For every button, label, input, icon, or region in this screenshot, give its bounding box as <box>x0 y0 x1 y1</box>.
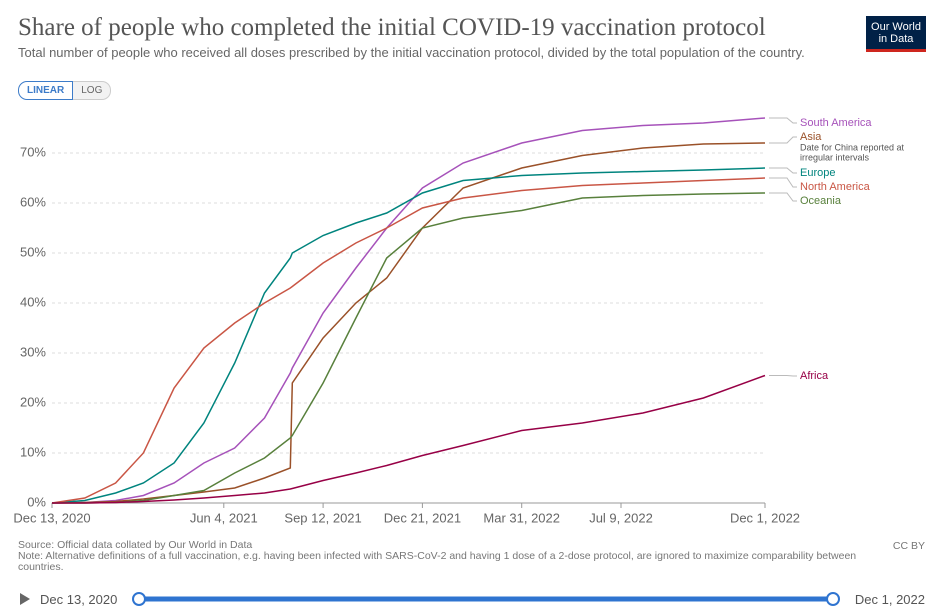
x-tick-label: Sep 12, 2021 <box>284 510 361 525</box>
timeline-start: Dec 13, 2020 <box>40 592 118 607</box>
timeline-handle[interactable] <box>132 592 146 606</box>
play-button[interactable] <box>20 593 30 605</box>
series-label[interactable]: North America <box>800 181 871 193</box>
x-tick-label: Dec 13, 2020 <box>13 510 90 525</box>
note: Note: Alternative definitions of a full … <box>18 550 857 573</box>
label-leader <box>769 167 797 174</box>
license[interactable]: CC BY <box>892 540 925 552</box>
label-leader <box>769 192 797 202</box>
label-leader <box>769 117 797 124</box>
series-label[interactable]: South America <box>800 117 872 129</box>
series-annotation: irregular intervals <box>800 152 870 162</box>
chart-subtitle: Total number of people who received all … <box>18 45 805 60</box>
series-label[interactable]: Africa <box>800 370 829 382</box>
series-label[interactable]: Oceania <box>800 195 842 207</box>
y-tick-label: 10% <box>20 444 46 459</box>
y-tick-label: 60% <box>20 194 46 209</box>
y-tick-label: 40% <box>20 294 46 309</box>
series-label[interactable]: Asia <box>800 131 822 143</box>
linear-button[interactable]: LINEAR <box>18 81 74 100</box>
y-tick-label: 30% <box>20 344 46 359</box>
timeline-end: Dec 1, 2022 <box>854 592 925 607</box>
x-tick-label: Jul 9, 2022 <box>589 510 653 525</box>
source: Source: Official data collated by Our Wo… <box>18 539 253 551</box>
y-tick-label: 20% <box>20 394 46 409</box>
x-tick-label: Dec 1, 2022 <box>730 510 800 525</box>
x-tick-label: Mar 31, 2022 <box>483 510 560 525</box>
series-line <box>51 142 766 504</box>
logo[interactable]: Our World in Data <box>866 16 926 52</box>
label-leader <box>769 375 797 377</box>
series-line <box>51 177 766 504</box>
y-tick-label: 50% <box>20 244 46 259</box>
log-button[interactable]: LOG <box>73 81 112 100</box>
series-label[interactable]: Europe <box>800 167 835 179</box>
y-tick-label: 70% <box>20 144 46 159</box>
series-line <box>52 374 766 504</box>
timeline-handle[interactable] <box>826 592 840 606</box>
label-leader <box>769 177 797 188</box>
series-annotation: Date for China reported at <box>800 142 905 152</box>
chart-title: Share of people who completed the initia… <box>18 14 766 41</box>
series-line <box>52 192 766 504</box>
x-tick-label: Jun 4, 2021 <box>190 510 258 525</box>
scale-toggle: LINEAR LOG <box>18 81 112 100</box>
y-tick-label: 0% <box>27 494 46 509</box>
x-tick-label: Dec 21, 2021 <box>384 510 461 525</box>
footer: Source: Official data collated by Our Wo… <box>18 540 888 573</box>
series-line <box>51 167 766 504</box>
series-line <box>51 117 766 504</box>
logo-line: Our World <box>871 21 921 33</box>
label-leader <box>769 136 797 144</box>
logo-line: in Data <box>878 33 914 45</box>
